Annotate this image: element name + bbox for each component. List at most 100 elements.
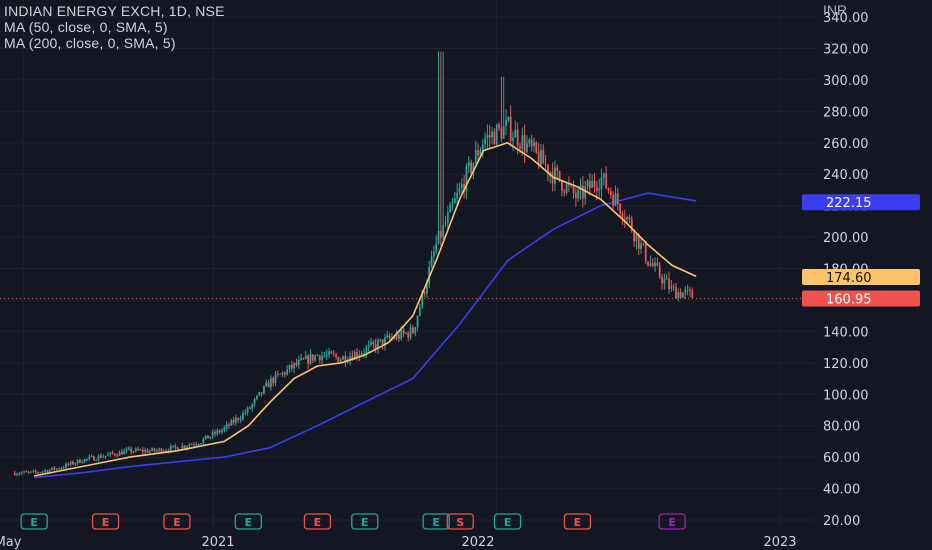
event-badge[interactable]: S <box>446 513 474 530</box>
candle-body <box>481 144 484 151</box>
candle-body <box>139 449 142 451</box>
candle-body <box>444 222 447 225</box>
candle-body <box>360 353 363 355</box>
candle-body <box>141 449 144 452</box>
event-badge-label: E <box>314 516 322 529</box>
event-badge[interactable]: E <box>163 513 191 530</box>
x-tick-label: 2023 <box>763 535 796 550</box>
candle-body <box>251 404 254 409</box>
candle-body <box>262 386 265 394</box>
event-badge[interactable]: E <box>422 513 450 530</box>
candle-body <box>321 355 323 361</box>
event-badge[interactable]: E <box>493 513 522 530</box>
candle-body <box>307 355 310 364</box>
candle-body <box>83 458 86 463</box>
candle-body <box>356 352 358 357</box>
candle-body <box>384 337 386 346</box>
candle-body <box>16 474 18 476</box>
candle-body <box>400 329 403 339</box>
candle-body <box>32 470 35 472</box>
candle-body <box>51 467 53 470</box>
candle-body <box>365 347 368 354</box>
event-badge[interactable]: E <box>303 513 332 530</box>
candle-body <box>276 373 279 375</box>
price-tag-bg <box>802 268 920 285</box>
candles-layer <box>0 51 815 477</box>
candle-body <box>207 435 209 439</box>
candle-body <box>237 417 240 421</box>
candle-body <box>407 332 410 338</box>
candle-body <box>544 163 547 165</box>
candle-body <box>451 203 454 205</box>
candle-body <box>421 291 424 307</box>
candle-body <box>435 243 438 252</box>
y-tick-label: 60.00 <box>823 451 860 466</box>
candle-body <box>74 463 77 465</box>
candle-body <box>602 173 605 178</box>
candle-body <box>523 135 526 152</box>
candle-body <box>293 362 296 369</box>
event-badge-frame <box>563 513 592 530</box>
candle-body <box>260 392 263 394</box>
candle-body <box>209 436 212 439</box>
candle-body <box>323 355 326 357</box>
candle-body <box>174 445 177 448</box>
candle-body <box>477 150 479 156</box>
candle-body <box>386 335 389 338</box>
event-badge[interactable]: E <box>91 513 120 530</box>
candle-body <box>37 472 39 474</box>
candle-body <box>430 256 433 267</box>
candle-body <box>593 180 596 187</box>
event-badge[interactable]: E <box>658 513 686 530</box>
candle-body <box>577 190 580 199</box>
candle-body <box>99 455 102 458</box>
candle-body <box>200 443 202 445</box>
candle-body <box>81 462 84 464</box>
ma50-legend[interactable]: MA (50, close, 0, SMA, 5) <box>4 19 168 35</box>
event-badge-frame <box>658 513 686 530</box>
candle-body <box>584 186 587 199</box>
event-badge[interactable]: E <box>351 513 379 530</box>
candle-body <box>512 137 514 141</box>
candle-body <box>146 450 149 453</box>
candle-body <box>97 455 100 461</box>
candle-body <box>295 362 298 365</box>
event-badge-frame <box>422 513 450 530</box>
event-badge[interactable]: E <box>563 513 592 530</box>
candle-body <box>235 417 237 423</box>
candle-body <box>127 448 130 450</box>
candle-body <box>300 358 303 360</box>
ma200-legend[interactable]: MA (200, close, 0, SMA, 5) <box>4 35 176 51</box>
candle-body <box>27 471 30 473</box>
candle-body <box>269 378 272 388</box>
candle-body <box>125 449 128 451</box>
symbol-title[interactable]: INDIAN ENERGY EXCH, 1D, NSE <box>4 3 225 19</box>
x-axis[interactable]: May 2021 2022 2023 <box>0 535 797 550</box>
event-badge[interactable]: E <box>234 513 263 530</box>
candle-body <box>76 459 79 464</box>
candle-body <box>372 342 375 344</box>
candle-body <box>165 450 167 452</box>
candle-body <box>344 356 347 363</box>
price-tag-bg <box>802 194 920 211</box>
candle-body <box>547 164 549 175</box>
candle-body <box>176 447 179 451</box>
candle-body <box>44 470 46 472</box>
candle-body <box>635 234 638 242</box>
candle-body <box>218 430 221 433</box>
candle-body <box>505 120 507 127</box>
candle-body <box>600 177 603 189</box>
event-badge-frame <box>446 513 474 530</box>
candle-body <box>581 185 584 199</box>
candle-body <box>465 166 468 192</box>
candle-body <box>255 395 258 400</box>
candle-body <box>405 332 407 334</box>
event-badge[interactable]: E <box>20 513 48 530</box>
candle-body <box>48 469 51 473</box>
event-badge-frame <box>91 513 120 530</box>
candle-body <box>670 286 673 289</box>
candle-body <box>290 364 293 369</box>
candle-body <box>93 456 95 461</box>
